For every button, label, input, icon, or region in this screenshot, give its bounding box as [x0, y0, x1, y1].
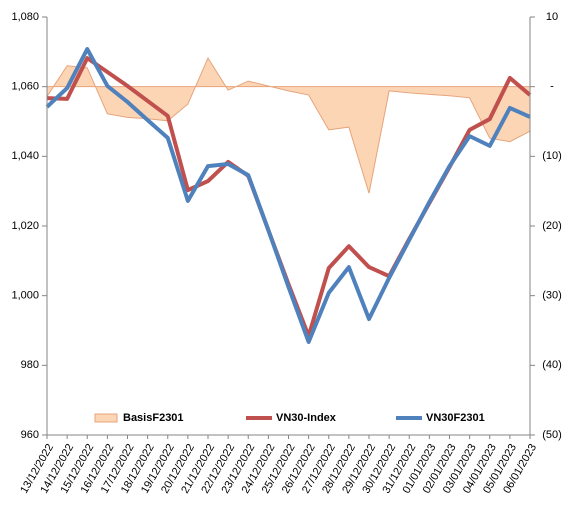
legend-label: VN30-Index — [276, 412, 337, 424]
series-line — [45, 47, 531, 344]
y2-tick-label: (30) — [542, 290, 562, 302]
y2-tick-label: 10 — [546, 11, 558, 23]
legend-swatch — [94, 413, 118, 423]
y2-tick-label: (50) — [542, 429, 562, 441]
legend-label: VN30F2301 — [426, 412, 485, 424]
y-tick-label: 1,000 — [11, 290, 39, 302]
y-tick-label: 960 — [21, 429, 39, 441]
legend-label: BasisF2301 — [123, 412, 184, 424]
y-tick-label: 1,020 — [11, 220, 39, 232]
y-tick-label: 1,040 — [11, 150, 39, 162]
basis-area — [46, 57, 531, 194]
y2-tick-label: (40) — [542, 359, 562, 371]
y2-tick-label: (10) — [542, 150, 562, 162]
y-tick-label: 1,080 — [11, 11, 39, 23]
y2-tick-label: - — [550, 81, 554, 93]
y2-tick-label: (20) — [542, 220, 562, 232]
y-tick-label: 980 — [21, 359, 39, 371]
y-tick-label: 1,060 — [11, 81, 39, 93]
